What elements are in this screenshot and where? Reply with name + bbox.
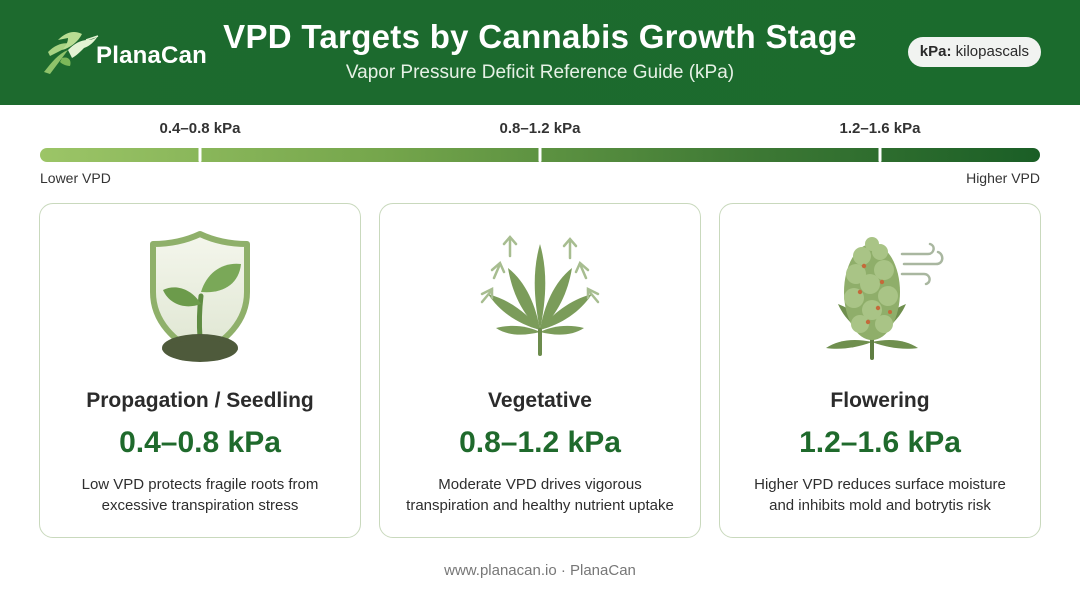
card-title: Flowering (830, 389, 930, 412)
footer-link[interactable]: www.planacan.io · PlanaCan (444, 562, 636, 579)
scale-tick-label-3: 1.2–1.6 kPa (839, 120, 921, 137)
brand-name: PlanaCan (96, 42, 207, 69)
stage-card-flowering: Flowering 1.2–1.6 kPa Higher VPD reduces… (719, 203, 1041, 538)
scale-tick-label-1: 0.4–0.8 kPa (159, 120, 241, 137)
header-banner: PlanaCan VPD Targets by Cannabis Growth … (0, 0, 1080, 105)
scale-low-label: Lower VPD (40, 170, 111, 186)
flower-bud-icon (826, 237, 944, 360)
stage-card-vegetative: Vegetative 0.8–1.2 kPa Moderate VPD driv… (379, 203, 701, 538)
card-description: Moderate VPD drives vigorous transpirati… (400, 474, 680, 516)
card-description: Low VPD protects fragile roots from exce… (60, 474, 340, 516)
card-desc-line-2: and inhibits mold and botrytis risk (769, 497, 991, 514)
unit-badge: kPa: kilopascals (907, 37, 1041, 67)
card-vpd-range: 0.8–1.2 kPa (459, 426, 621, 459)
scale-high-label: Higher VPD (966, 170, 1040, 186)
scale-tick-2 (538, 142, 542, 162)
unit-badge-key: kPa: (919, 43, 952, 60)
page-subtitle: Vapor Pressure Deficit Reference Guide (… (345, 62, 735, 83)
scale-tick-label-2: 0.8–1.2 kPa (499, 120, 581, 137)
hummingbird-leaf-icon (44, 32, 99, 74)
page-title: VPD Targets by Cannabis Growth Stage (223, 18, 857, 55)
unit-badge-value: kilopascals (955, 43, 1029, 60)
card-desc-line-2: excessive transpiration stress (101, 497, 299, 514)
card-title: Propagation / Seedling (86, 389, 314, 412)
card-desc-line-2: transpiration and healthy nutrient uptak… (406, 497, 674, 514)
card-vpd-range: 1.2–1.6 kPa (799, 426, 961, 459)
card-title: Vegetative (488, 389, 592, 412)
stage-card-propagation: Propagation / Seedling 0.4–0.8 kPa Low V… (39, 203, 361, 538)
card-vpd-range: 0.4–0.8 kPa (119, 426, 281, 459)
scale-tick-3 (878, 142, 882, 162)
vpd-scale: 0.4–0.8 kPa 0.8–1.2 kPa 1.2–1.6 kPa Lowe… (40, 112, 1040, 192)
card-desc-line-1: Higher VPD reduces surface moisture (754, 476, 1006, 493)
scale-tick-1 (198, 142, 202, 162)
shield-seedling-icon (150, 231, 250, 362)
card-desc-line-1: Moderate VPD drives vigorous (438, 476, 642, 493)
cannabis-leaf-icon (480, 235, 600, 356)
card-description: Higher VPD reduces surface moisture and … (740, 474, 1020, 516)
card-desc-line-1: Low VPD protects fragile roots from (81, 476, 319, 493)
